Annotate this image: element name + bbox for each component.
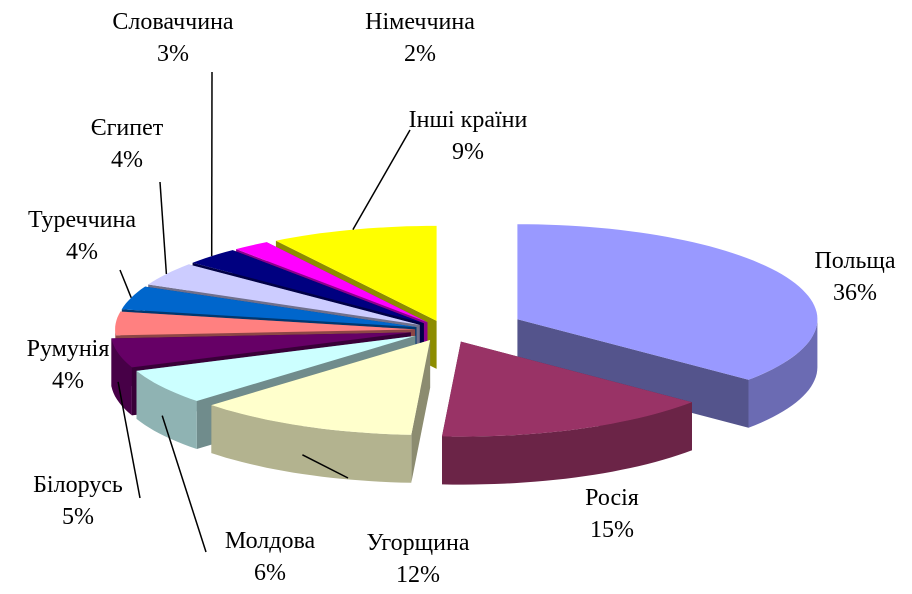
slice-value-label: 3% bbox=[157, 41, 189, 67]
leader-line bbox=[302, 454, 349, 479]
slice-side bbox=[517, 319, 749, 428]
slice-value-label: 9% bbox=[452, 139, 484, 165]
slice-label: Білорусь bbox=[33, 472, 123, 498]
leader-line bbox=[161, 415, 207, 553]
slice-top bbox=[115, 311, 416, 336]
slice-value-label: 36% bbox=[833, 280, 877, 306]
slice-top bbox=[211, 340, 431, 435]
slice-wall bbox=[748, 319, 818, 428]
leader-line bbox=[119, 269, 132, 298]
slice-top bbox=[121, 286, 417, 328]
pie-slice bbox=[517, 224, 818, 428]
slice-wall bbox=[111, 338, 132, 416]
leader-line bbox=[117, 381, 141, 499]
slice-wall bbox=[442, 402, 692, 485]
slice-label: Румунія bbox=[27, 336, 110, 362]
slice-top bbox=[442, 341, 692, 437]
slice-value-label: 6% bbox=[254, 560, 286, 586]
pie-slice bbox=[442, 341, 692, 485]
slice-top bbox=[236, 242, 428, 323]
slice-wall bbox=[211, 405, 412, 483]
slice-top bbox=[517, 224, 818, 380]
slice-top bbox=[275, 225, 437, 321]
slice-top bbox=[111, 332, 411, 368]
slice-label: Молдова bbox=[225, 528, 316, 554]
slice-value-label: 5% bbox=[62, 504, 94, 530]
slice-label: Єгипет bbox=[91, 115, 164, 141]
slice-value-label: 4% bbox=[52, 368, 84, 394]
slice-top bbox=[148, 264, 420, 325]
slice-label: Інші країни bbox=[409, 107, 528, 133]
slice-value-label: 12% bbox=[396, 562, 440, 588]
slice-label: Туреччина bbox=[28, 207, 136, 233]
slice-wall bbox=[136, 370, 197, 449]
pie-slice bbox=[211, 340, 431, 483]
slice-value-label: 4% bbox=[111, 147, 143, 173]
slice-top bbox=[192, 250, 424, 324]
slice-label: Німеччина bbox=[365, 9, 475, 35]
slice-label: Словаччина bbox=[112, 9, 234, 35]
slice-value-label: 4% bbox=[66, 239, 98, 265]
leader-line bbox=[159, 181, 168, 275]
slice-label: Угорщина bbox=[367, 530, 470, 556]
leader-line bbox=[352, 129, 411, 230]
slice-label: Польща bbox=[814, 248, 895, 274]
slice-value-label: 2% bbox=[404, 41, 436, 67]
slice-label: Росія bbox=[585, 485, 639, 511]
slice-top bbox=[136, 335, 416, 401]
slice-value-label: 15% bbox=[590, 517, 634, 543]
